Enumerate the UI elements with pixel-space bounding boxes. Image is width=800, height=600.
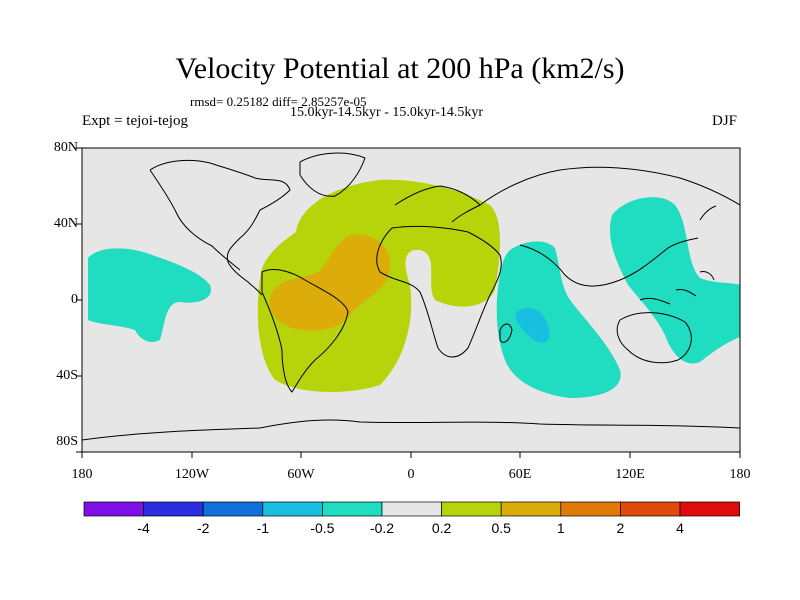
colorbar-box — [262, 501, 323, 517]
season-label: DJF — [712, 113, 738, 129]
lon-label: 60E — [508, 467, 532, 482]
colorbar-label: -2 — [196, 520, 210, 536]
region-east-pacific-negative — [88, 248, 211, 342]
colorbar-label: -4 — [137, 520, 150, 536]
colorbar-box — [560, 501, 621, 517]
lat-label: 40N — [53, 216, 78, 231]
colorbar-box — [83, 501, 144, 517]
colorbar-box — [143, 501, 204, 517]
colorbar-box — [500, 501, 562, 517]
lat-label: 0 — [71, 292, 78, 307]
colorbar — [83, 501, 740, 517]
coastlines — [82, 152, 740, 441]
colorbar-label: 0.2 — [431, 520, 452, 536]
lon-label: 0 — [407, 467, 415, 482]
region-indian-core — [515, 308, 550, 343]
colorbar-label: -0.2 — [369, 520, 395, 536]
colorbar-box — [679, 501, 740, 517]
stats-line: rmsd= 0.25182 diff= 2.85257e-05 — [190, 94, 367, 109]
region-indian-negative — [496, 241, 621, 398]
colorbar-label: 2 — [616, 520, 625, 536]
colorbar-box — [620, 501, 681, 517]
lat-label: 40S — [56, 368, 78, 383]
colorbar-label: 0.5 — [491, 520, 511, 536]
region-west-pacific-negative — [610, 197, 740, 364]
lon-label: 180 — [729, 467, 751, 482]
colorbar-label: 4 — [676, 520, 684, 536]
region-amazon-core — [269, 234, 391, 331]
colorbar-box — [322, 501, 383, 517]
lon-label: 120W — [174, 467, 210, 482]
period-line: 15.0kyr-14.5kyr - 15.0kyr-14.5kyr — [290, 105, 484, 120]
colorbar-label: 1 — [556, 520, 565, 536]
lat-label: 80N — [53, 140, 78, 155]
colorbar-box — [441, 501, 502, 517]
lon-label: 180 — [71, 467, 93, 482]
lon-label: 60W — [287, 467, 315, 482]
colorbar-box — [381, 501, 442, 517]
colorbar-label: -1 — [256, 520, 270, 536]
lat-label: 80S — [56, 434, 78, 449]
axis-ticks — [76, 147, 741, 458]
lon-label: 120E — [615, 467, 645, 482]
colorbar-box — [202, 501, 264, 517]
plot-title: Velocity Potential at 200 hPa (km2/s) — [175, 52, 625, 85]
colorbar-label: -0.5 — [310, 520, 335, 536]
experiment-label: Expt = tejoi-tejog — [82, 113, 188, 129]
